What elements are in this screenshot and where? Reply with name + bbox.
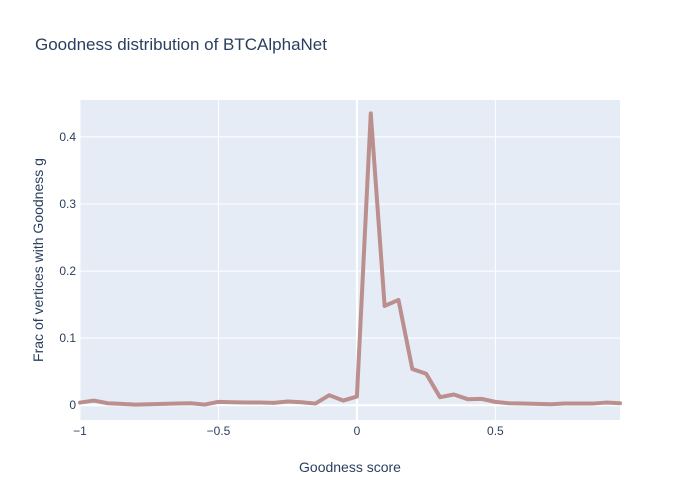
y-tick-label: 0 (69, 398, 76, 412)
y-axis-title: Frac of vertices with Goodness g (30, 158, 46, 362)
y-tick-label: 0.4 (59, 130, 76, 144)
x-tick-label: 0.5 (487, 424, 504, 438)
y-tick-label: 0.2 (59, 264, 76, 278)
y-tick-label: 0.1 (59, 331, 76, 345)
plot-area (80, 100, 620, 420)
y-tick-label: 0.3 (59, 197, 76, 211)
x-tick-label: −0.5 (207, 424, 231, 438)
x-tick-label: 0 (354, 424, 361, 438)
chart-title: Goodness distribution of BTCAlphaNet (35, 35, 327, 54)
line-layer (78, 111, 622, 407)
series-line (78, 111, 622, 407)
x-tick-label: −1 (73, 424, 87, 438)
tick-layer: 0 0.1 0.2 0.3 0.4 −1 −0.5 0 0.5 (59, 130, 504, 438)
x-axis-title: Goodness score (299, 459, 401, 475)
